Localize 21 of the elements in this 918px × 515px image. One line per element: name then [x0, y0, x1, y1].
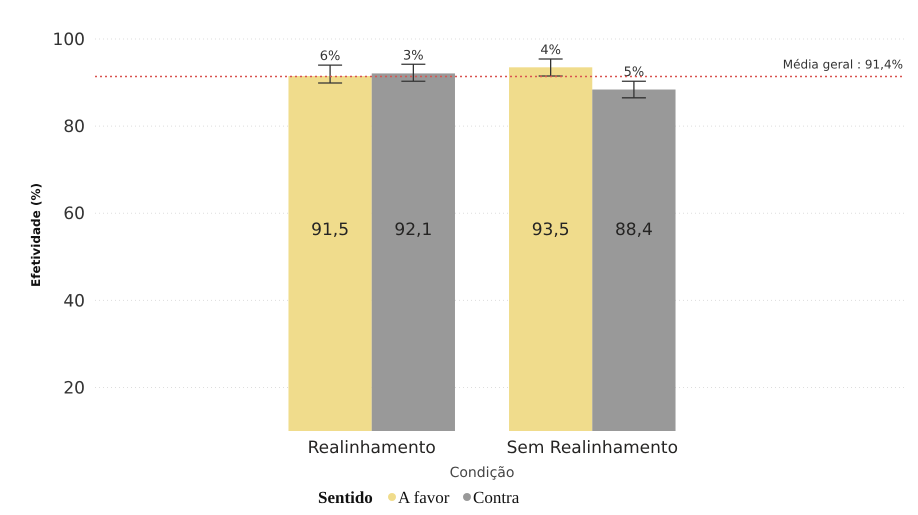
- y-tick-label: 100: [52, 30, 85, 50]
- y-axis-title: Efetividade (%): [29, 183, 43, 287]
- legend-title: Sentido: [318, 488, 373, 507]
- x-tick-label: Realinhamento: [308, 438, 436, 458]
- annotation: 3%: [403, 48, 424, 64]
- x-axis-title: Condição: [450, 465, 514, 481]
- data-label: 92,1: [394, 220, 432, 240]
- annotation: 4%: [540, 43, 561, 58]
- y-tick-label: 60: [63, 204, 85, 224]
- legend-label: Contra: [473, 488, 520, 507]
- annotation: 5%: [624, 65, 644, 80]
- x-tick-label: Sem Realinhamento: [506, 438, 678, 458]
- data-label: 91,5: [311, 220, 350, 240]
- annotation: 6%: [320, 49, 340, 64]
- data-label: 93,5: [532, 220, 570, 240]
- y-tick-label: 40: [63, 291, 85, 312]
- legend-label: A favor: [398, 488, 450, 507]
- y-tick-label: 20: [63, 378, 85, 398]
- y-tick-label: 80: [63, 117, 85, 138]
- ref-line-label: Média geral : 91,4%: [782, 57, 903, 72]
- data-label: 88,4: [614, 220, 653, 240]
